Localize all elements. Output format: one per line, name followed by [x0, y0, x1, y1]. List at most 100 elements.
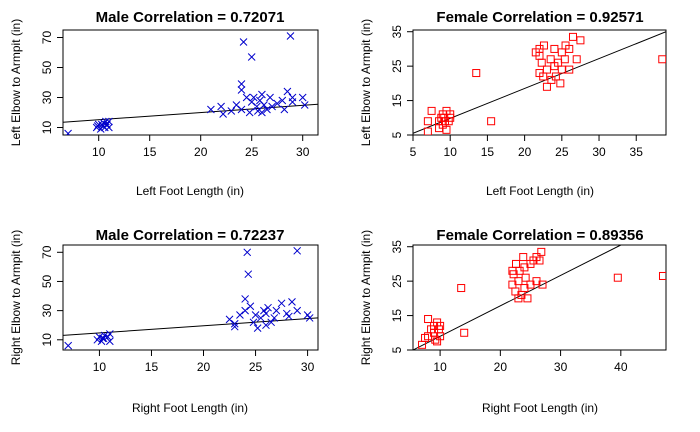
y-tick-label: 35: [390, 240, 404, 254]
data-point: [286, 32, 295, 40]
plot-marks: [413, 245, 666, 350]
data-point: [258, 90, 266, 99]
y-tick-label: 5: [390, 346, 404, 353]
data-point: [542, 82, 551, 91]
data-point: [542, 65, 551, 74]
data-point: [249, 318, 258, 327]
x-tick-label: 10: [444, 145, 458, 159]
data-point: [285, 312, 293, 321]
data-point: [263, 105, 271, 114]
data-point: [283, 87, 292, 96]
x-tick-label: 30: [592, 145, 606, 159]
data-point: [258, 108, 266, 117]
data-point: [538, 280, 547, 289]
data-point: [436, 332, 445, 341]
data-point: [270, 314, 279, 322]
data-point: [241, 306, 249, 315]
data-point: [266, 93, 274, 102]
chart-panel-4: Female Correlation = 0.89356 Right Foot L…: [359, 227, 667, 415]
data-point: [537, 247, 546, 256]
x-tick-label: 15: [481, 145, 495, 159]
data-point: [535, 256, 544, 265]
y-tick-label: 30: [40, 304, 54, 318]
x-tick-label: 30: [554, 360, 568, 374]
data-point: [268, 102, 276, 111]
data-point: [557, 48, 566, 57]
data-point: [278, 96, 287, 105]
x-axis-label: Left Foot Length (in): [136, 184, 244, 198]
plot-marks: [413, 31, 666, 135]
data-point: [105, 330, 114, 338]
data-point: [519, 253, 528, 262]
x-tick-label: 5: [410, 145, 417, 159]
y-tick-label: 30: [40, 91, 54, 105]
y-tick-label: 15: [390, 94, 404, 108]
data-point: [487, 117, 496, 126]
x-tick-label: 10: [433, 360, 447, 374]
data-point: [237, 105, 246, 114]
y-axis-label: Right Elbow to Armpit (in): [359, 230, 373, 365]
plot-frame: [62, 244, 319, 351]
data-point: [551, 72, 560, 81]
data-point: [418, 340, 427, 349]
x-tick-label: 20: [194, 145, 208, 159]
data-point: [245, 108, 254, 117]
x-axis-label: Right Foot Length (in): [132, 401, 248, 415]
data-point: [260, 101, 268, 109]
x-tick-label: 15: [143, 145, 157, 159]
data-point: [288, 298, 296, 306]
data-point: [262, 309, 270, 318]
chart-panel-1: Male Correlation = 0.72071 Left Foot Leng…: [9, 9, 319, 198]
data-point: [457, 284, 466, 293]
data-point: [105, 117, 113, 126]
data-point: [93, 122, 102, 130]
data-point: [613, 273, 622, 282]
data-point: [247, 53, 256, 61]
y-tick-label: 70: [40, 245, 54, 259]
data-point: [423, 127, 432, 135]
x-tick-label: 20: [518, 145, 532, 159]
data-point: [241, 295, 249, 303]
data-point: [219, 110, 227, 118]
plot-frame: [412, 244, 667, 351]
chart-title: Female Correlation = 0.89356: [436, 227, 643, 244]
data-point: [64, 129, 72, 135]
regression-line: [63, 317, 318, 336]
data-point: [565, 44, 574, 53]
regression-line: [63, 103, 318, 123]
data-point: [237, 86, 246, 94]
data-point: [262, 321, 270, 330]
data-point: [217, 102, 225, 111]
data-point: [442, 125, 451, 134]
data-point: [277, 299, 286, 308]
data-point: [423, 117, 432, 126]
y-tick-label: 50: [40, 274, 54, 288]
data-point: [568, 32, 577, 41]
chart-panel-2: Female Correlation = 0.92571 Left Foot Le…: [359, 9, 667, 198]
data-point: [207, 105, 215, 114]
data-point: [472, 69, 481, 78]
x-tick-label: 35: [630, 145, 644, 159]
data-point: [537, 58, 546, 67]
y-tick-label: 5: [390, 131, 404, 138]
data-point: [280, 105, 289, 114]
y-tick-label: 15: [390, 309, 404, 323]
data-point: [267, 318, 276, 327]
y-tick-label: 25: [390, 274, 404, 288]
data-point: [225, 315, 234, 324]
x-tick-label: 25: [249, 360, 263, 374]
y-tick-label: 35: [390, 25, 404, 39]
data-point: [105, 123, 113, 132]
y-tick-label: 50: [40, 61, 54, 75]
data-point: [246, 302, 255, 311]
data-point: [427, 106, 436, 115]
data-point: [243, 248, 252, 257]
plot-marks: [63, 32, 318, 135]
data-point: [437, 113, 446, 122]
data-point: [658, 55, 666, 64]
data-point: [512, 259, 521, 268]
data-point: [101, 117, 110, 126]
data-point: [272, 306, 281, 315]
data-point: [550, 44, 559, 53]
